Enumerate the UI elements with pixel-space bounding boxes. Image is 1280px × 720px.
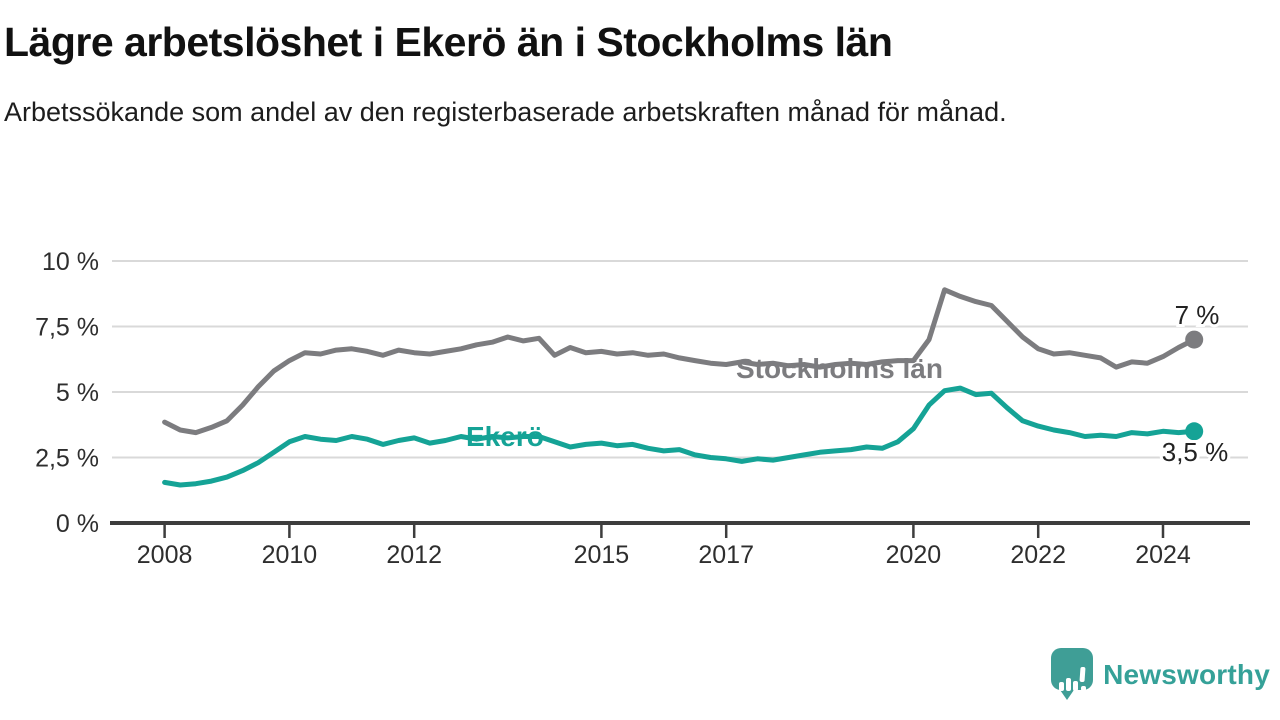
x-tick-label: 2020	[886, 541, 942, 569]
x-tick-label: 2012	[386, 541, 442, 569]
x-tick-label: 2015	[574, 541, 630, 569]
newsworthy-brand: Newsworthy	[1051, 648, 1270, 702]
series-end-label: 3,5 %	[1162, 437, 1229, 467]
logo-bar-2	[1066, 678, 1072, 691]
x-tick-label: 2024	[1135, 541, 1191, 569]
x-tick-label: 2022	[1010, 541, 1066, 569]
logo-bubble	[1051, 648, 1094, 690]
x-tick-label: 2017	[698, 541, 754, 569]
series-end-dot	[1185, 422, 1204, 441]
x-tick-label: 2010	[262, 541, 318, 569]
logo-bar-1	[1059, 682, 1065, 691]
y-tick-label: 0 %	[56, 510, 99, 538]
y-tick-label: 10 %	[42, 248, 99, 276]
y-tick-label: 2,5 %	[35, 445, 99, 473]
series-end-dot	[1185, 330, 1204, 349]
series-label: Ekerö	[466, 421, 544, 452]
newsworthy-logo-icon	[1051, 648, 1094, 702]
logo-bar-3	[1073, 681, 1079, 691]
chart-title: Lägre arbetslöshet i Ekerö än i Stockhol…	[4, 19, 893, 65]
brand-name: Newsworthy	[1103, 659, 1270, 690]
y-tick-label: 5 %	[56, 379, 99, 407]
y-tick-label: 7,5 %	[35, 314, 99, 342]
series-line	[162, 287, 1197, 436]
series-line	[162, 385, 1197, 488]
chart-subtitle: Arbetssökande som andel av den registerb…	[4, 97, 1007, 128]
x-tick-label: 2008	[137, 541, 193, 569]
series-label: Stockholms län	[736, 353, 943, 384]
chart-header: Lägre arbetslöshet i Ekerö än i Stockhol…	[4, 19, 1204, 130]
logo-exclamation-dot	[1081, 686, 1087, 691]
series-end-label: 7 %	[1175, 300, 1220, 330]
